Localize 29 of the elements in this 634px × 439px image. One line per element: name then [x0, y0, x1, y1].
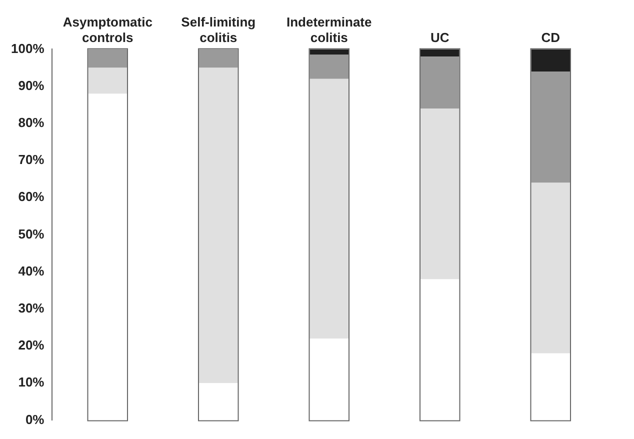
y-tick-label: 20%: [18, 338, 45, 353]
x-tick-label: UC: [430, 30, 450, 45]
y-tick-label: 70%: [18, 152, 45, 168]
x-tick-label: Indeterminate colitis: [286, 14, 372, 45]
y-tick-label: 60%: [18, 189, 45, 204]
y-tick-label: 0%: [25, 412, 45, 427]
bar: [420, 49, 460, 57]
bar: [531, 182, 570, 354]
y-tick-label: 80%: [18, 114, 45, 130]
bar: [310, 54, 349, 79]
y-tick-label: 40%: [18, 263, 45, 278]
bar: [531, 71, 570, 183]
bar: [198, 68, 238, 384]
x-tick-label: CD: [541, 30, 560, 45]
y-tick-label: 100%: [11, 40, 45, 56]
x-tick-label: Self-limiting colitis: [181, 14, 256, 45]
bar: [88, 49, 128, 68]
bar: [420, 108, 460, 280]
x-tick-label: Asymptomatic controls: [62, 14, 152, 45]
y-tick-label: 90%: [18, 78, 45, 93]
y-tick-label: 10%: [18, 374, 45, 390]
bar: [88, 68, 128, 94]
bar: [310, 49, 349, 55]
y-tick-label: 50%: [18, 226, 45, 242]
bar: [420, 56, 460, 109]
bar: [198, 49, 238, 68]
y-tick-label: 30%: [18, 300, 45, 316]
bar: [310, 78, 349, 339]
bar: [531, 49, 570, 72]
